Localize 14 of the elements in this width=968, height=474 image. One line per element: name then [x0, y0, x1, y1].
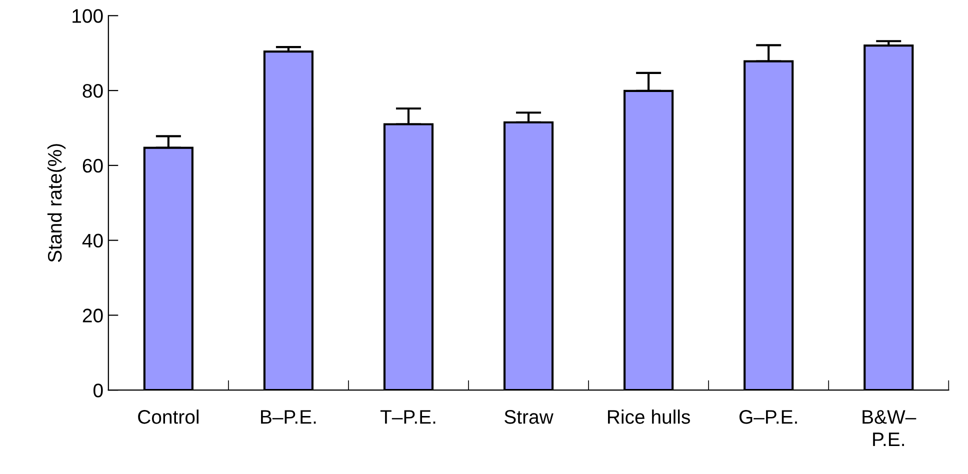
y-axis-title: Stand rate(%) [47, 144, 66, 262]
y-tick-label: 0 [94, 384, 103, 398]
x-tick-label: B&W– P.E. [862, 410, 916, 446]
x-tick-label: B–P.E. [261, 410, 316, 424]
y-tick-label: 20 [82, 308, 103, 322]
x-tick-label: Rice hulls [608, 410, 690, 424]
y-tick-label: 40 [82, 234, 103, 248]
x-tick-label: Straw [504, 410, 554, 424]
x-tick-label: T–P.E. [380, 410, 436, 424]
y-tick-label: 60 [82, 158, 103, 173]
x-tick-label: Control [138, 410, 198, 424]
y-tick-label: 80 [82, 84, 103, 98]
y-tick-label: 100 [72, 9, 103, 23]
x-tick-label: G–P.E. [739, 410, 797, 424]
